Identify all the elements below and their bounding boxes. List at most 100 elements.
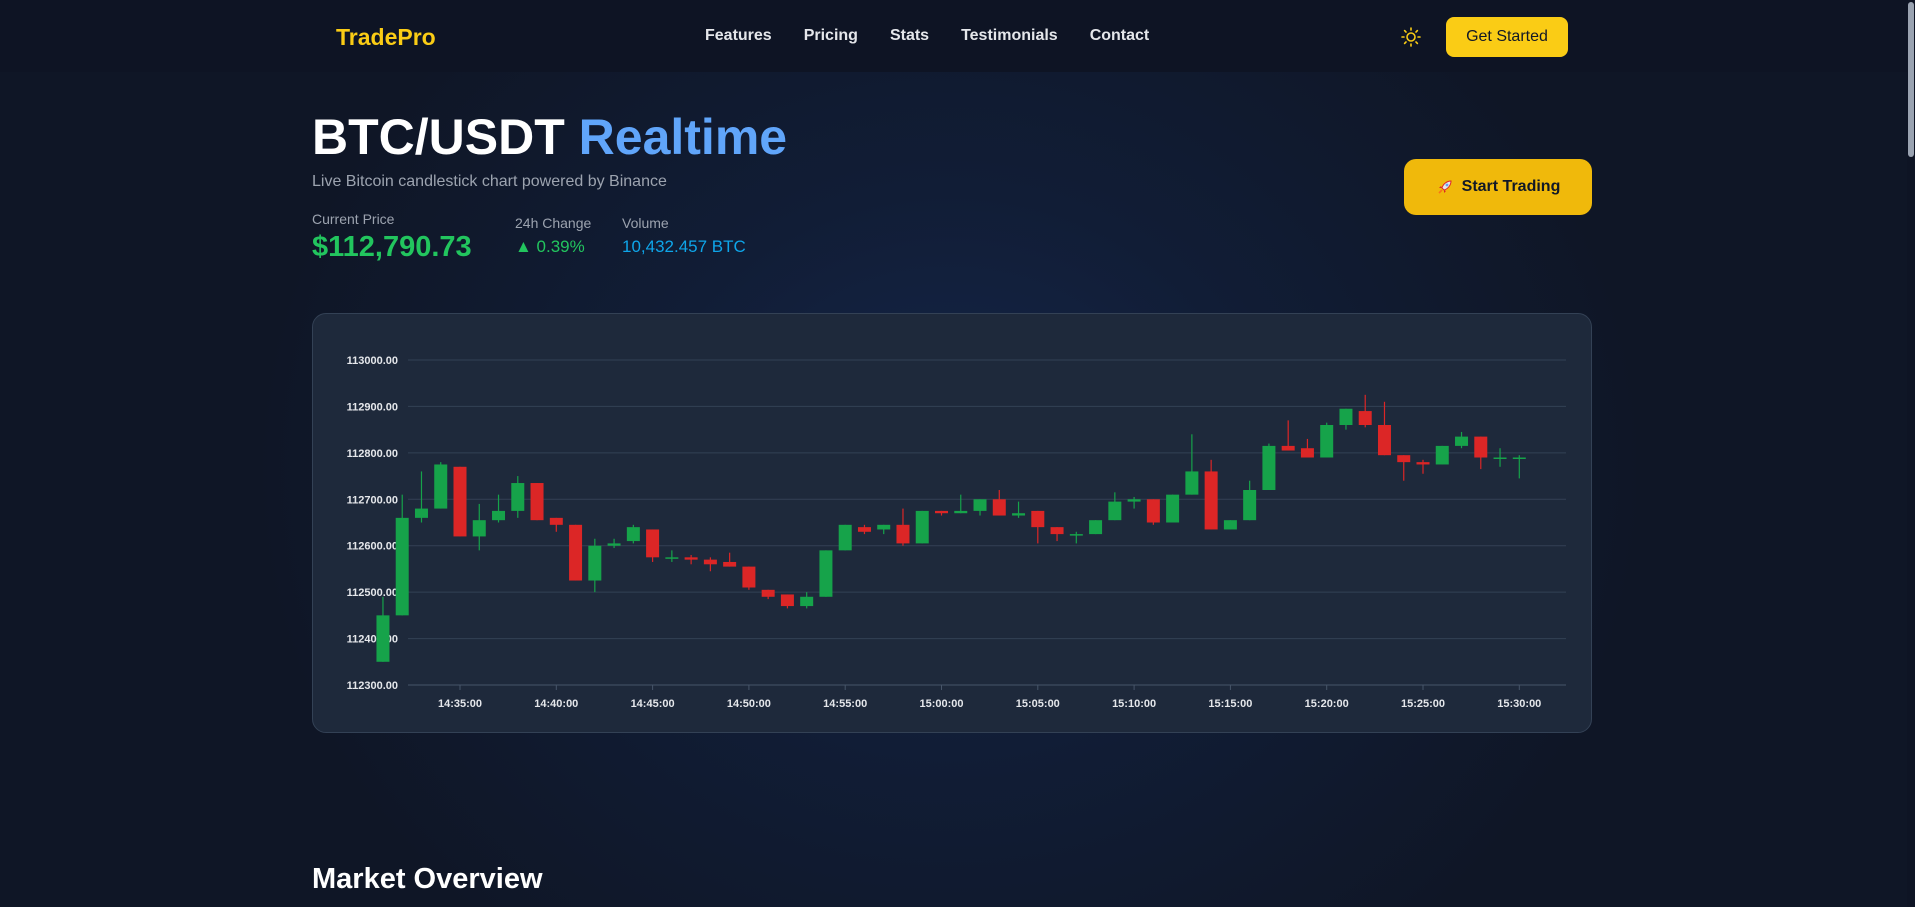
change-stat: 24h Change ▲ 0.39% (515, 215, 591, 257)
nav-link-features[interactable]: Features (705, 27, 772, 44)
change-value: ▲ 0.39% (515, 237, 585, 256)
candle-body-up (1223, 520, 1237, 530)
candle-body-up (1512, 457, 1526, 459)
nav-link-pricing[interactable]: Pricing (803, 27, 858, 44)
candle-body-down (761, 589, 775, 597)
candle-body-up (1166, 494, 1180, 523)
candle-body-up (819, 550, 833, 597)
x-tick-label: 15:25:00 (1401, 698, 1445, 710)
candle-body-up (838, 524, 852, 551)
candle-body-up (607, 543, 621, 546)
x-tick-label: 15:00:00 (919, 698, 963, 710)
candle-body-down (1146, 499, 1160, 523)
candle-body-up (1262, 445, 1276, 490)
candle-body-up (877, 524, 891, 530)
candle-body-up (1127, 499, 1141, 502)
x-tick-label: 15:10:00 (1112, 698, 1156, 710)
x-tick-label: 14:45:00 (631, 698, 675, 710)
candle-body-down (1358, 411, 1372, 425)
candle-body-up (1493, 457, 1507, 459)
get-started-button[interactable]: Get Started (1446, 17, 1568, 57)
current-price-value: $112,790.73 (312, 231, 472, 263)
candle-body-up (376, 615, 390, 662)
candle-body-up (434, 464, 448, 509)
candlestick-chart[interactable]: 113000.00 112900.00 112800.00 112700.00 1126… (312, 313, 1592, 733)
candle-body-up (1339, 408, 1353, 425)
candle-body-up (1089, 520, 1103, 535)
x-tick-label: 14:40:00 (534, 698, 578, 710)
candle-body-up (1108, 501, 1122, 521)
candle-body-down (1474, 436, 1488, 458)
candle-body-up (1320, 425, 1334, 458)
candle-body-down (857, 527, 871, 532)
y-tick-label: 113000.00 (347, 355, 398, 367)
candle-body-up (414, 508, 428, 518)
y-tick-label: 112700.00 (347, 494, 398, 506)
volume-stat: Volume 10,432.457 BTC (622, 215, 746, 257)
candle-body-up (492, 510, 506, 521)
candle-body-down (646, 529, 660, 558)
candle-body-down (1397, 455, 1411, 463)
candle-body-up (1455, 436, 1469, 446)
candle-body-up (800, 596, 814, 607)
candle-body-up (588, 545, 602, 581)
y-tick-label: 112300.00 (347, 680, 398, 692)
start-trading-button[interactable]: Start Trading (1404, 159, 1592, 215)
candle-body-down (1300, 448, 1314, 458)
candle-body-up (1435, 445, 1449, 465)
page-title: BTC/USDT Realtime (312, 108, 787, 166)
change-label: 24h Change (515, 215, 592, 231)
x-tick-label: 15:05:00 (1016, 698, 1060, 710)
candle-body-down (684, 557, 698, 560)
y-tick-label: 112900.00 (347, 401, 398, 413)
y-tick-label: 112400.00 (347, 634, 398, 646)
rocket-icon (1438, 180, 1452, 194)
current-price-label: Current Price (312, 211, 395, 227)
candle-body-down (1281, 445, 1295, 451)
candle-body-up (1069, 534, 1083, 536)
nav-link-contact[interactable]: Contact (1089, 27, 1150, 44)
current-price-stat: Current Price $112,790.73 (312, 211, 472, 264)
x-tick-label: 14:55:00 (823, 698, 867, 710)
candle-body-down (1416, 462, 1430, 465)
x-tick-label: 15:30:00 (1497, 698, 1541, 710)
candle-body-up (665, 557, 679, 559)
navbar: TradePro Features Pricing Stats Testimon… (0, 0, 1915, 72)
start-trading-label: Start Trading (1461, 178, 1561, 195)
candle-body-up (954, 510, 968, 514)
candle-body-down (896, 524, 910, 544)
candle-body-up (626, 527, 640, 542)
candle-body-up (1185, 471, 1199, 495)
candle-body-up (1012, 513, 1026, 516)
candle-body-down (530, 483, 544, 521)
x-tick-label: 15:20:00 (1305, 698, 1349, 710)
candle-body-down (1050, 527, 1064, 535)
candle-body-down (780, 594, 794, 607)
scrollbar-thumb[interactable] (1908, 2, 1914, 157)
candle-body-down (453, 466, 467, 537)
brand-logo[interactable]: TradePro (336, 24, 436, 50)
candle-body-up (1243, 490, 1257, 521)
page-subtitle: Live Bitcoin candlestick chart powered b… (312, 173, 667, 190)
volume-value: 10,432.457 BTC (622, 237, 746, 256)
nav-link-testimonials[interactable]: Testimonials (961, 27, 1058, 44)
page-scrollbar[interactable] (1907, 0, 1915, 907)
y-tick-label: 112600.00 (347, 541, 398, 553)
candle-body-down (569, 524, 583, 581)
sun-icon[interactable] (1400, 26, 1422, 48)
title-accent: Realtime (578, 109, 788, 165)
volume-label: Volume (622, 215, 669, 231)
candle-body-down (723, 561, 737, 567)
x-tick-label: 14:35:00 (438, 698, 482, 710)
market-overview-title: Market Overview (312, 863, 543, 895)
x-tick-label: 15:15:00 (1208, 698, 1252, 710)
candle-body-up (511, 483, 525, 511)
candle-body-down (549, 517, 563, 525)
candle-body-up (915, 510, 929, 544)
nav-links: Features Pricing Stats Testimonials Cont… (705, 27, 1181, 45)
nav-link-stats[interactable]: Stats (889, 27, 930, 44)
candle-body-up (472, 520, 486, 537)
chart-canvas: 113000.00 112900.00 112800.00 112700.00 1126… (347, 355, 1566, 710)
candle-body-down (1204, 471, 1218, 530)
x-tick-label: 14:50:00 (727, 698, 771, 710)
